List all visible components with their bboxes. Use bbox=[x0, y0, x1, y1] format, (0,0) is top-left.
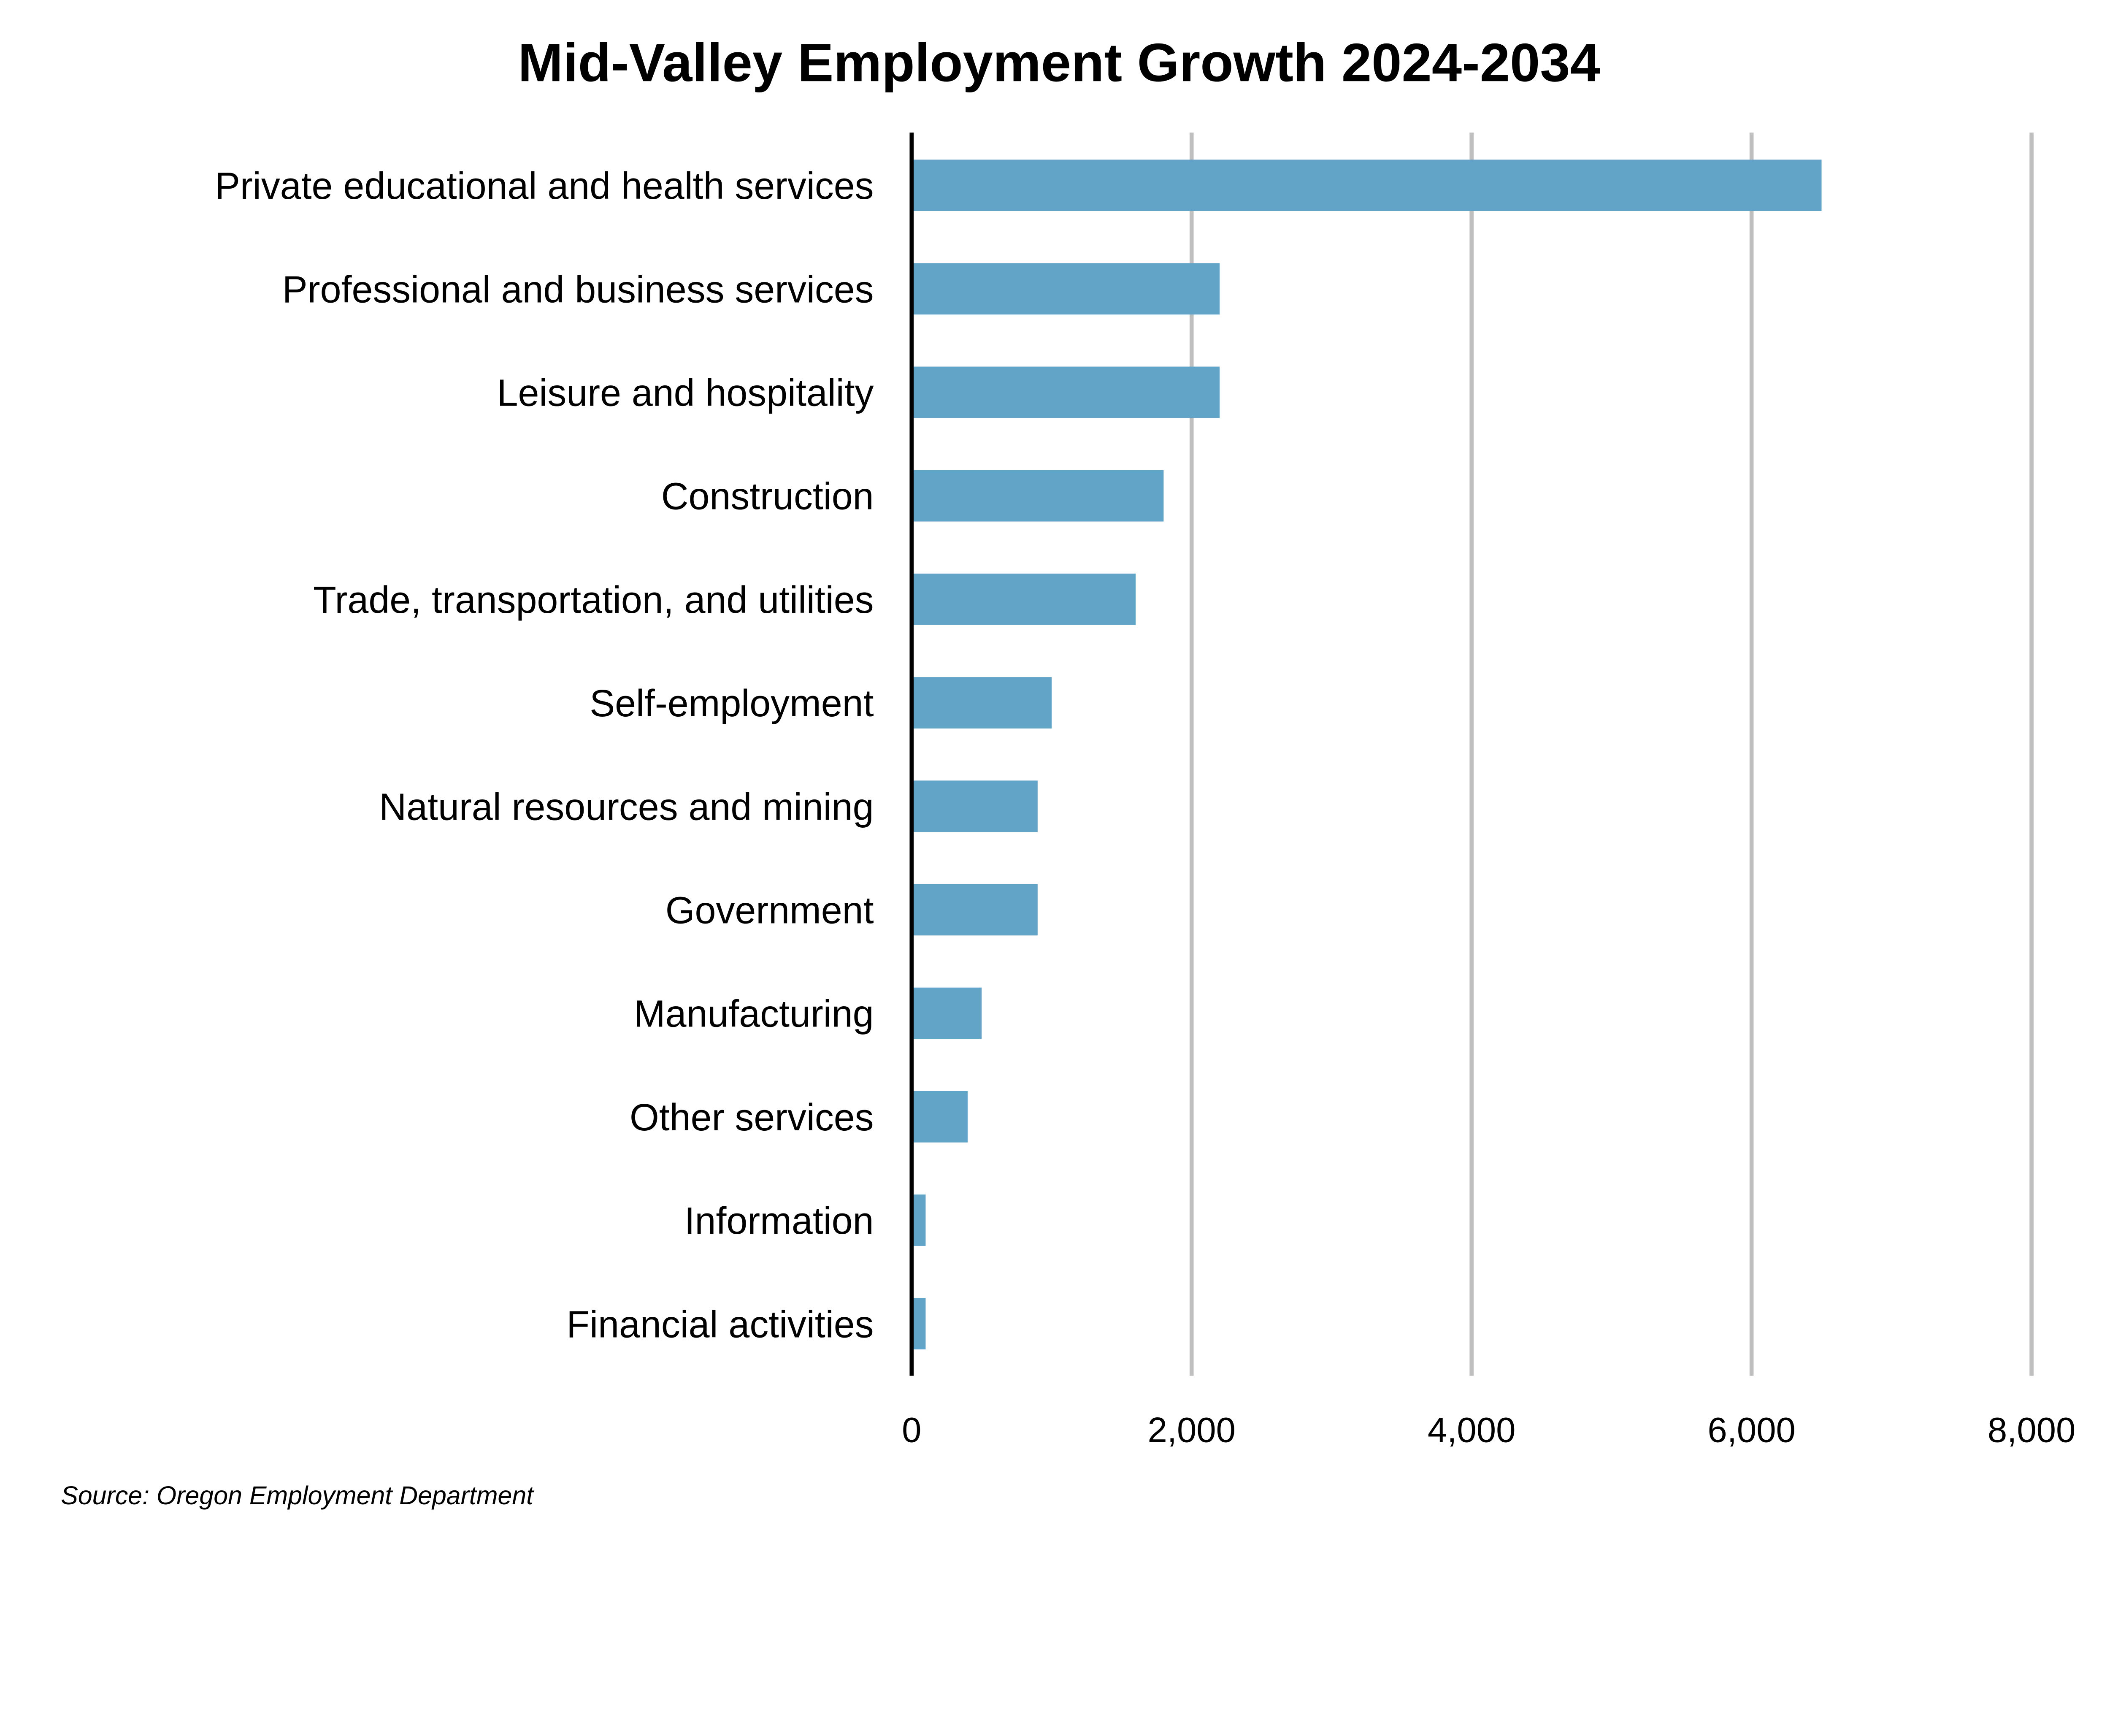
bar bbox=[912, 366, 1220, 418]
bar-chart: Mid-Valley Employment Growth 2024-2034 P… bbox=[61, 32, 2075, 1510]
category-labels: Private educational and health services P… bbox=[215, 165, 874, 1346]
bar bbox=[912, 987, 982, 1039]
x-tick-label: 2,000 bbox=[1147, 1411, 1236, 1450]
x-tick-label: 8,000 bbox=[1988, 1411, 2076, 1450]
bar bbox=[912, 573, 1136, 625]
bar bbox=[912, 1298, 926, 1350]
bar bbox=[912, 470, 1164, 522]
category-label: Private educational and health services bbox=[215, 165, 874, 207]
category-label: Self-employment bbox=[590, 682, 874, 725]
bar bbox=[912, 884, 1038, 936]
chart-title: Mid-Valley Employment Growth 2024-2034 bbox=[518, 32, 1600, 93]
bar bbox=[912, 1194, 926, 1246]
source-note: Source: Oregon Employment Department bbox=[61, 1481, 535, 1510]
category-label: Information bbox=[684, 1200, 874, 1242]
x-tick-label: 4,000 bbox=[1428, 1411, 1516, 1450]
category-label: Manufacturing bbox=[634, 993, 874, 1035]
x-tick-label: 6,000 bbox=[1707, 1411, 1796, 1450]
bar bbox=[912, 1091, 968, 1143]
category-label: Leisure and hospitality bbox=[497, 372, 874, 414]
bars bbox=[912, 160, 1822, 1350]
bar bbox=[912, 160, 1822, 211]
bar bbox=[912, 780, 1038, 832]
category-label: Professional and business services bbox=[282, 268, 874, 311]
category-label: Other services bbox=[630, 1097, 874, 1139]
bar bbox=[912, 677, 1052, 729]
category-label: Construction bbox=[661, 476, 874, 518]
category-label: Government bbox=[665, 889, 874, 932]
bar bbox=[912, 263, 1220, 315]
category-label: Financial activities bbox=[566, 1303, 874, 1346]
category-label: Trade, transportation, and utilities bbox=[313, 579, 874, 621]
gridlines bbox=[1189, 133, 2034, 1376]
x-tick-labels: 0 2,000 4,000 6,000 8,000 bbox=[902, 1411, 2075, 1450]
x-tick-label: 0 bbox=[902, 1411, 921, 1450]
category-label: Natural resources and mining bbox=[379, 786, 874, 828]
